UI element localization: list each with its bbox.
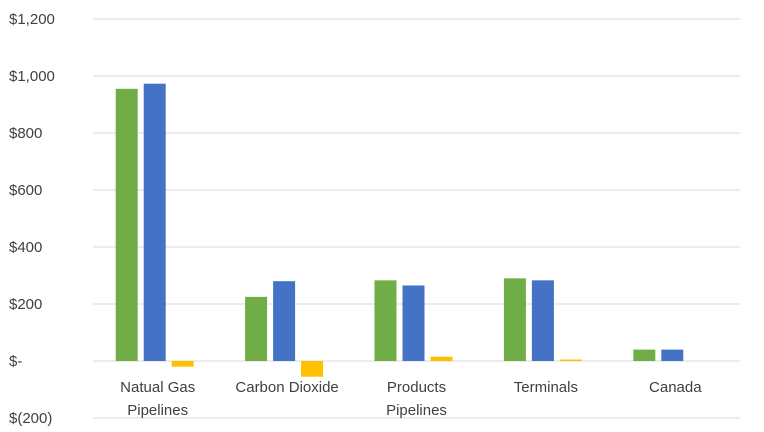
bar — [430, 356, 453, 361]
x-category-label: Natual Gas — [120, 379, 195, 396]
x-category-label: Products — [387, 379, 446, 396]
bar — [661, 349, 684, 361]
y-tick-label: $1,200 — [9, 11, 55, 28]
bar — [503, 278, 526, 361]
y-tick-label: $(200) — [9, 410, 52, 427]
y-tick-label: $1,000 — [9, 68, 55, 85]
y-tick-label: $200 — [9, 296, 42, 313]
x-category-label: Terminals — [514, 379, 578, 396]
x-category-label: Canada — [649, 379, 702, 396]
y-tick-label: $800 — [9, 125, 42, 142]
bar — [301, 361, 324, 377]
bar — [633, 349, 656, 361]
y-tick-label: $- — [9, 353, 22, 370]
bar — [402, 285, 425, 361]
bar — [115, 88, 138, 361]
bar — [559, 359, 582, 361]
bar — [245, 296, 268, 361]
x-category-label: Pipelines — [127, 402, 188, 419]
bar — [273, 281, 296, 361]
bars — [115, 83, 684, 377]
y-axis-tick-labels: $1,200 $1,000 $800 $600 $400 $200 $- $(200) — [9, 11, 55, 427]
bar — [171, 361, 194, 367]
x-category-label: Pipelines — [386, 402, 447, 419]
bar — [531, 280, 554, 361]
y-tick-label: $600 — [9, 182, 42, 199]
bar — [374, 280, 397, 361]
x-axis-category-labels: Natual Gas Pipelines Carbon Dioxide Product… — [120, 379, 702, 419]
bar — [143, 83, 166, 361]
y-tick-label: $400 — [9, 239, 42, 256]
x-category-label: Carbon Dioxide — [235, 379, 338, 396]
